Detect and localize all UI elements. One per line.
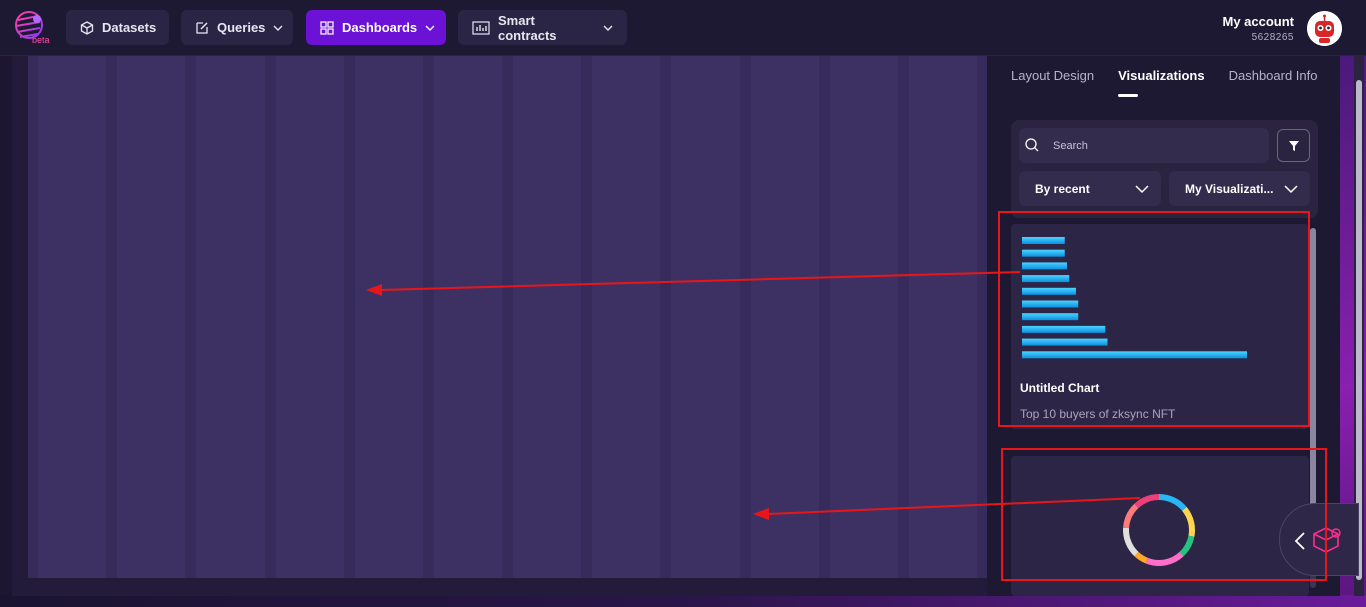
app-logo[interactable]: beta <box>10 10 50 46</box>
visualization-card[interactable] <box>1011 456 1309 596</box>
avatar[interactable] <box>1307 11 1342 46</box>
nav-smart-contracts-button[interactable]: Smart contracts <box>458 10 627 45</box>
chevron-down-icon <box>273 25 283 31</box>
grid-column <box>275 56 344 578</box>
grid-icon <box>320 20 334 35</box>
grid-column <box>908 56 978 578</box>
bar <box>1022 275 1070 283</box>
grid-column <box>433 56 503 578</box>
bar-chart-icon <box>472 20 490 35</box>
owner-select[interactable]: My Visualizati... <box>1169 171 1310 206</box>
account-menu[interactable]: My account 5628265 <box>1222 14 1294 43</box>
beta-badge: beta <box>32 35 50 45</box>
donut-slice <box>1123 503 1139 529</box>
donut-slice <box>1145 551 1184 566</box>
nav-dashboards-label: Dashboards <box>342 20 418 35</box>
chevron-down-icon <box>1135 184 1149 193</box>
bar <box>1022 325 1106 333</box>
donut-slice <box>1123 527 1139 557</box>
chevron-left-icon <box>1294 532 1305 550</box>
grid-column <box>829 56 898 578</box>
nav-datasets-label: Datasets <box>102 20 157 35</box>
bar <box>1022 313 1079 321</box>
card-description: Top 10 buyers of zksync NFT <box>1020 407 1176 421</box>
bar <box>1022 338 1108 346</box>
bar <box>1022 351 1247 359</box>
filter-button[interactable] <box>1277 129 1310 162</box>
bar <box>1022 237 1065 244</box>
account-label: My account <box>1222 14 1294 29</box>
chevron-down-icon <box>425 25 435 31</box>
grid-column <box>117 56 186 578</box>
nav-smart-contracts-label: Smart contracts <box>498 12 557 43</box>
chevron-down-icon <box>603 25 613 31</box>
tab-visualizations[interactable]: Visualizations <box>1118 68 1205 97</box>
background-strip <box>0 595 1366 607</box>
owner-select-value: My Visualizati... <box>1185 181 1274 196</box>
grid-column <box>592 56 661 578</box>
grid-column <box>38 56 107 578</box>
page-scrollbar[interactable] <box>1354 56 1364 596</box>
donut-slice <box>1134 494 1160 509</box>
bar-chart-preview <box>1022 237 1247 359</box>
sort-select-value: By recent <box>1035 181 1090 196</box>
nav-queries-button[interactable]: Queries <box>181 10 293 45</box>
grid-column <box>750 56 819 578</box>
grid-column <box>196 56 265 578</box>
filter-icon <box>1288 140 1299 151</box>
chevron-down-icon <box>1284 184 1298 193</box>
bar <box>1022 300 1079 308</box>
nav-datasets-button[interactable]: Datasets <box>66 10 169 45</box>
donut-slice <box>1182 507 1195 537</box>
account-id: 5628265 <box>1251 32 1294 43</box>
bar <box>1022 249 1065 257</box>
donut-slice <box>1134 551 1149 564</box>
page-scrollbar-thumb[interactable] <box>1356 80 1362 580</box>
search-icon <box>1025 138 1039 152</box>
visualization-card[interactable]: Untitled Chart Top 10 buyers of zksync N… <box>1011 224 1309 429</box>
tab-layout-design[interactable]: Layout Design <box>1011 68 1095 83</box>
panel-tabs: Layout Design Visualizations Dashboard I… <box>1011 68 1318 97</box>
donut-slice <box>1158 494 1187 511</box>
panel-scrollbar[interactable] <box>1310 228 1316 588</box>
cube-icon <box>80 20 94 35</box>
search-input[interactable] <box>1019 128 1269 163</box>
bar <box>1022 262 1067 270</box>
donut-slice <box>1179 535 1195 557</box>
edit-icon <box>196 21 208 34</box>
filter-box: By recent My Visualizati... <box>1011 120 1318 218</box>
tab-dashboard-info[interactable]: Dashboard Info <box>1228 68 1318 83</box>
grid-column <box>354 56 423 578</box>
top-bar: beta Datasets Queries Dashboards Smart c… <box>0 0 1366 56</box>
sort-select[interactable]: By recent <box>1019 171 1161 206</box>
card-title: Untitled Chart <box>1020 381 1100 395</box>
nav-dashboards-button[interactable]: Dashboards <box>306 10 446 45</box>
panel-scrollbar-thumb[interactable] <box>1310 228 1316 508</box>
dashboard-canvas[interactable] <box>28 56 987 578</box>
bar <box>1022 287 1076 295</box>
grid-column <box>513 56 582 578</box>
cube-logo-icon <box>1313 527 1341 553</box>
grid-column <box>671 56 740 578</box>
nav-queries-label: Queries <box>217 20 266 35</box>
collapse-panel-button[interactable] <box>1279 503 1359 576</box>
donut-chart-preview <box>1123 494 1195 566</box>
